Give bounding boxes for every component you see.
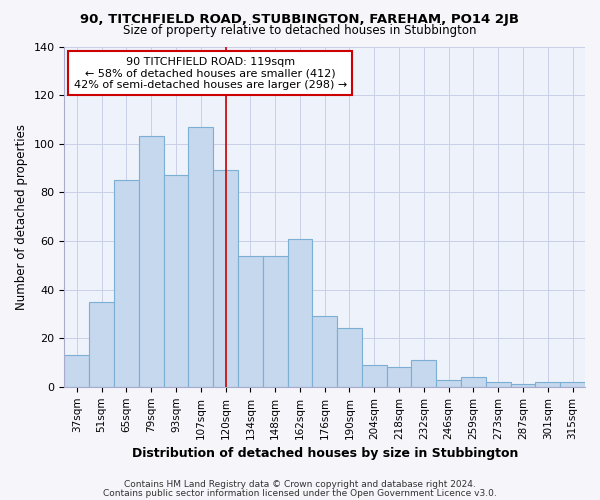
Bar: [188, 126, 213, 387]
Text: Contains public sector information licensed under the Open Government Licence v3: Contains public sector information licen…: [103, 488, 497, 498]
Bar: [412, 360, 436, 387]
Bar: [436, 380, 461, 387]
Bar: [164, 176, 188, 387]
Bar: [535, 382, 560, 387]
Bar: [386, 368, 412, 387]
Text: Size of property relative to detached houses in Stubbington: Size of property relative to detached ho…: [123, 24, 477, 37]
Bar: [362, 365, 386, 387]
Bar: [64, 355, 89, 387]
Text: 90 TITCHFIELD ROAD: 119sqm
← 58% of detached houses are smaller (412)
42% of sem: 90 TITCHFIELD ROAD: 119sqm ← 58% of deta…: [74, 56, 347, 90]
Bar: [114, 180, 139, 387]
Text: Contains HM Land Registry data © Crown copyright and database right 2024.: Contains HM Land Registry data © Crown c…: [124, 480, 476, 489]
Bar: [486, 382, 511, 387]
X-axis label: Distribution of detached houses by size in Stubbington: Distribution of detached houses by size …: [131, 447, 518, 460]
Bar: [511, 384, 535, 387]
Bar: [89, 302, 114, 387]
Bar: [560, 382, 585, 387]
Bar: [139, 136, 164, 387]
Bar: [313, 316, 337, 387]
Bar: [238, 256, 263, 387]
Bar: [213, 170, 238, 387]
Bar: [337, 328, 362, 387]
Bar: [461, 377, 486, 387]
Bar: [287, 238, 313, 387]
Bar: [263, 256, 287, 387]
Text: 90, TITCHFIELD ROAD, STUBBINGTON, FAREHAM, PO14 2JB: 90, TITCHFIELD ROAD, STUBBINGTON, FAREHA…: [80, 12, 520, 26]
Y-axis label: Number of detached properties: Number of detached properties: [15, 124, 28, 310]
